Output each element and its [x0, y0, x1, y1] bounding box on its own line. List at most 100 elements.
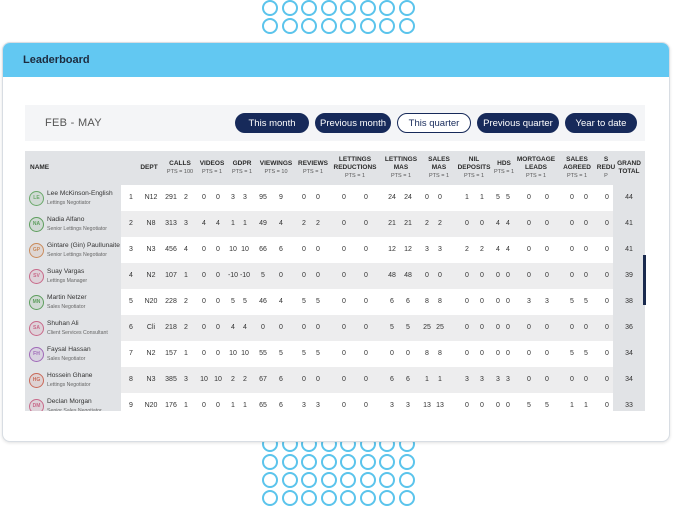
person-role: Client Services Consultant	[47, 330, 108, 336]
let_red-value: 0	[342, 272, 346, 279]
column-points: PTS = 1	[201, 169, 223, 175]
person-role: Senior Lettings Negotiator	[47, 226, 107, 232]
sales_mas-points: 1	[438, 376, 442, 383]
let_mas-value: 5	[390, 324, 394, 331]
calls-points: 2	[184, 298, 188, 305]
nil-value: 0	[465, 324, 469, 331]
hds-points: 0	[506, 324, 510, 331]
column-points: PTS = 1	[566, 173, 588, 179]
gdpr-value: 1	[231, 220, 235, 227]
column-header[interactable]: LETTINGS REDUCTIONS PTS = 1	[331, 151, 379, 185]
sredu-value: 0	[605, 298, 609, 305]
agreed-value: 0	[570, 272, 574, 279]
dept-cell: N20	[144, 402, 158, 409]
column-header[interactable]: REVIEWS PTS = 1	[295, 151, 331, 185]
videos-value: 0	[202, 194, 206, 201]
let_mas-value: 6	[390, 376, 394, 383]
column-header[interactable]: GRAND TOTAL	[613, 151, 645, 185]
gdpr-points: 10	[241, 350, 249, 357]
videos-points: 10	[214, 376, 222, 383]
dot-shape	[340, 472, 356, 488]
column-title: LETTINGS REDUCTIONS	[333, 156, 377, 171]
this-quarter-button[interactable]: This quarter	[397, 113, 471, 133]
gdpr-value: 2	[231, 376, 235, 383]
leaderboard-table: NAME DEPT CALLS PTS = 100 VIDEOS PTS = 1 GDPR P…	[25, 151, 645, 411]
nil-value: 0	[465, 220, 469, 227]
dot-shape	[320, 454, 337, 470]
videos-value: 0	[202, 402, 206, 409]
hds-value: 0	[496, 402, 500, 409]
column-header[interactable]: GDPR PTS = 1	[227, 151, 257, 185]
videos-value: 0	[202, 246, 206, 253]
nil-value: 0	[465, 350, 469, 357]
table-row[interactable]: NA Nadia Alfano Senior Lettings Negotiator…	[25, 211, 645, 237]
agreed-points: 5	[584, 350, 588, 357]
person-role: Sales Negotiator	[47, 356, 86, 362]
videos-value: 0	[202, 272, 206, 279]
grand-total: 41	[613, 211, 645, 237]
previous-quarter-button[interactable]: Previous quarter	[477, 113, 559, 133]
avatar: SV	[29, 269, 44, 284]
viewings-value: 0	[261, 324, 265, 331]
column-header[interactable]: MORTGAGE LEADS PTS = 1	[517, 151, 555, 185]
sales_mas-value: 2	[425, 220, 429, 227]
sredu-value: 0	[605, 324, 609, 331]
mort-points: 0	[545, 376, 549, 383]
let_red-value: 0	[342, 194, 346, 201]
column-header[interactable]: NAME	[25, 151, 121, 185]
year-to-date-button[interactable]: Year to date	[565, 113, 637, 133]
table-row[interactable]: GP Gintare (Gin) PaulIunaite Senior Lettin…	[25, 237, 645, 263]
dot-shape	[320, 472, 337, 488]
let_mas-value: 3	[390, 402, 394, 409]
sales_mas-value: 13	[423, 402, 431, 409]
hds-points: 0	[506, 272, 510, 279]
previous-month-button[interactable]: Previous month	[315, 113, 391, 133]
table-row[interactable]: SV Suay Vargas Lettings Manager 4 N2 107 1 0 0 -1…	[25, 263, 645, 289]
column-header[interactable]: S REDU P	[597, 151, 615, 185]
reviews-value: 0	[302, 376, 306, 383]
column-header[interactable]: NIL DEPOSITS PTS = 1	[457, 151, 491, 185]
column-header[interactable]: VIDEOS PTS = 1	[197, 151, 227, 185]
agreed-points: 0	[584, 376, 588, 383]
column-header[interactable]: LETTINGS MAS PTS = 1	[381, 151, 421, 185]
table-row[interactable]: SA Shuhan Ali Client Services Consultant 6 C…	[25, 315, 645, 341]
sales_mas-value: 0	[425, 272, 429, 279]
gdpr-points: 1	[243, 220, 247, 227]
column-points: P	[604, 173, 608, 179]
let_mas-points: 12	[404, 246, 412, 253]
hds-points: 4	[506, 246, 510, 253]
reviews-value: 0	[302, 194, 306, 201]
reviews-value: 2	[302, 220, 306, 227]
let_mas-points: 48	[404, 272, 412, 279]
nil-points: 3	[480, 376, 484, 383]
dot-shape	[281, 454, 298, 470]
table-row[interactable]: HG Hossein Ghane Lettings Negotiator 8 N3 385…	[25, 367, 645, 393]
table-row[interactable]: LE Lee McKinson-English Lettings Negotiato…	[25, 185, 645, 211]
grand-total: 38	[613, 289, 645, 315]
agreed-points: 0	[584, 220, 588, 227]
column-header[interactable]: SALES MAS PTS = 1	[421, 151, 457, 185]
nil-value: 0	[465, 272, 469, 279]
avatar: MN	[29, 295, 44, 310]
calls-value: 228	[165, 298, 177, 305]
column-header[interactable]: DEPT	[137, 151, 161, 185]
dot-shape	[340, 454, 356, 470]
sredu-value: 0	[605, 272, 609, 279]
this-month-button[interactable]: This month	[235, 113, 309, 133]
rank-cell: 1	[129, 194, 133, 201]
table-scrollbar[interactable]	[643, 255, 646, 305]
nil-points: 0	[480, 350, 484, 357]
table-row[interactable]: DM Declan Morgan Senior Sales Negotiator 9 N…	[25, 393, 645, 411]
column-header[interactable]: HDS PTS = 1	[491, 151, 517, 185]
table-row[interactable]: FH Faysal Hassan Sales Negotiator 7 N2 157 1 0 0…	[25, 341, 645, 367]
table-row[interactable]: MN Martin Netzer Sales Negotiator 5 N20 228 2 0…	[25, 289, 645, 315]
column-header[interactable]: SALES AGREED PTS = 1	[557, 151, 597, 185]
agreed-value: 1	[570, 402, 574, 409]
person-name: Shuhan Ali	[47, 320, 79, 327]
column-points: PTS = 100	[166, 169, 194, 175]
videos-points: 0	[216, 194, 220, 201]
nil-points: 1	[480, 194, 484, 201]
calls-points: 1	[184, 272, 188, 279]
column-header[interactable]: VIEWINGS PTS = 10	[257, 151, 295, 185]
column-header[interactable]: CALLS PTS = 100	[163, 151, 197, 185]
